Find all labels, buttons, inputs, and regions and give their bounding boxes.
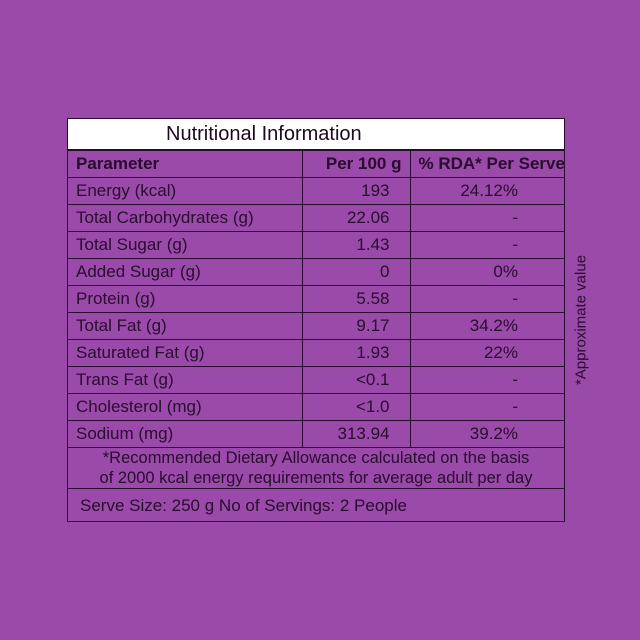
table-row: Sodium (mg) 313.94 39.2% [68, 420, 564, 448]
cell-rda: - [409, 231, 564, 259]
cell-parameter: Sodium (mg) [68, 420, 303, 448]
cell-per-100g: 313.94 [301, 420, 411, 448]
cell-per-100g: 1.93 [301, 339, 411, 367]
cell-parameter: Saturated Fat (g) [68, 339, 303, 367]
rda-footnote: *Recommended Dietary Allowance calculate… [68, 446, 564, 489]
cell-parameter: Total Fat (g) [68, 312, 303, 340]
cell-per-100g: 1.43 [301, 231, 411, 259]
cell-per-100g: <0.1 [301, 366, 411, 394]
cell-rda: 0% [409, 258, 564, 286]
cell-per-100g: 0 [301, 258, 411, 286]
table-row: Total Carbohydrates (g) 22.06 - [68, 204, 564, 232]
table-header-row: Parameter Per 100 g % RDA* Per Serve [68, 150, 564, 178]
cell-rda: 22% [409, 339, 564, 367]
cell-parameter: Trans Fat (g) [68, 366, 303, 394]
cell-parameter: Total Sugar (g) [68, 231, 303, 259]
cell-per-100g: 193 [301, 177, 411, 205]
cell-parameter: Cholesterol (mg) [68, 393, 303, 421]
cell-parameter: Added Sugar (g) [68, 258, 303, 286]
nutrition-panel: Nutritional Information Parameter Per 10… [67, 118, 565, 522]
footnote-line-2: of 2000 kcal energy requirements for ave… [99, 469, 533, 487]
cell-rda: - [409, 204, 564, 232]
cell-per-100g: 22.06 [301, 204, 411, 232]
header-per-100g: Per 100 g [301, 150, 411, 178]
cell-rda: 34.2% [409, 312, 564, 340]
panel-title: Nutritional Information [68, 119, 564, 150]
table-row: Saturated Fat (g) 1.93 22% [68, 339, 564, 367]
header-rda: % RDA* Per Serve [409, 150, 564, 178]
cell-parameter: Total Carbohydrates (g) [68, 204, 303, 232]
cell-per-100g: <1.0 [301, 393, 411, 421]
cell-per-100g: 5.58 [301, 285, 411, 313]
serve-size-info: Serve Size: 250 g No of Servings: 2 Peop… [80, 496, 407, 515]
table-row: Total Fat (g) 9.17 34.2% [68, 312, 564, 340]
cell-per-100g: 9.17 [301, 312, 411, 340]
cell-rda: - [409, 393, 564, 421]
table-row: Trans Fat (g) <0.1 - [68, 366, 564, 394]
cell-rda: 39.2% [409, 420, 564, 448]
cell-rda: - [409, 285, 564, 313]
cell-parameter: Protein (g) [68, 285, 303, 313]
cell-rda: - [409, 366, 564, 394]
table-row: Added Sugar (g) 0 0% [68, 258, 564, 286]
cell-rda: 24.12% [409, 177, 564, 205]
header-parameter: Parameter [68, 150, 303, 178]
table-row: Total Sugar (g) 1.43 - [68, 231, 564, 259]
cell-parameter: Energy (kcal) [68, 177, 303, 205]
table-row: Cholesterol (mg) <1.0 - [68, 393, 564, 421]
footnote-line-1: *Recommended Dietary Allowance calculate… [102, 449, 530, 467]
approximate-value-note: *Approximate value [572, 254, 590, 386]
table-row: Protein (g) 5.58 - [68, 285, 564, 313]
table-row: Energy (kcal) 193 24.12% [68, 177, 564, 205]
nutrition-table: Parameter Per 100 g % RDA* Per Serve Ene… [68, 150, 564, 448]
